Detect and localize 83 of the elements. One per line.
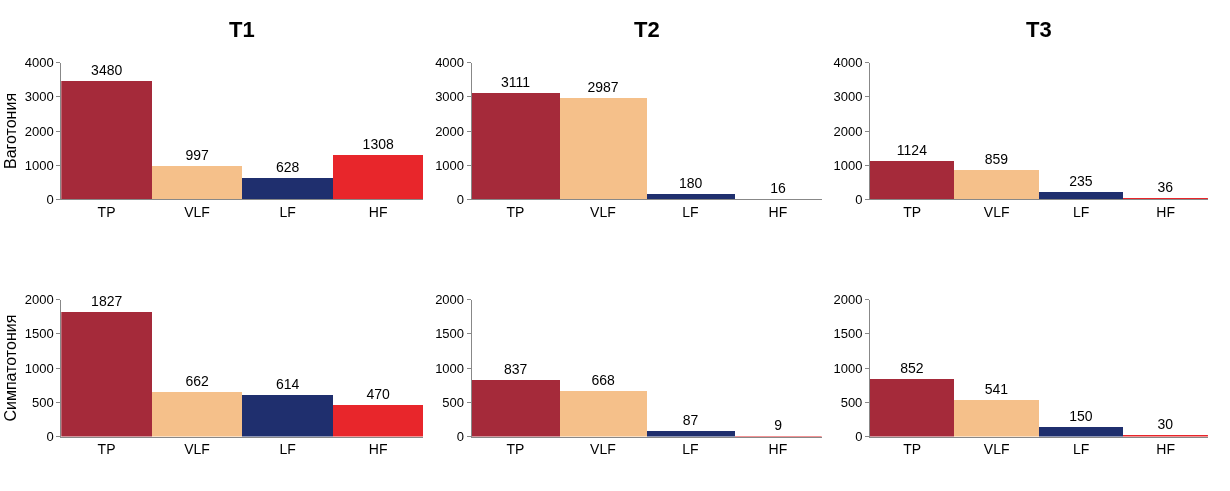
data-label: 150 (1069, 407, 1093, 424)
data-label: 614 (275, 375, 300, 392)
data-label: 470 (366, 385, 391, 402)
x-tick-label: VLF (184, 204, 210, 221)
x-tick-label: TP (506, 441, 525, 458)
data-label: 3480 (91, 61, 123, 78)
y-tick-label: 4000 (833, 55, 863, 71)
y-tick-label: 1000 (833, 360, 863, 376)
y-tick-label: 1500 (833, 326, 863, 342)
data-label: 235 (1069, 172, 1093, 189)
data-label: 87 (682, 411, 699, 428)
y-tick-label: 0 (456, 191, 465, 207)
data-label: 859 (984, 150, 1009, 167)
y-tick-label: 0 (46, 429, 54, 445)
data-label: 1124 (896, 141, 928, 158)
x-tick-label: HF (368, 204, 388, 221)
y-tick-label: 0 (46, 191, 54, 207)
data-label: 2987 (587, 78, 619, 95)
data-label: 16 (770, 179, 787, 196)
y-tick-label: 3000 (435, 89, 465, 105)
x-tick-label: HF (1156, 441, 1176, 458)
x-tick-label: LF (1073, 204, 1090, 221)
data-label: 9 (774, 416, 783, 433)
y-tick-label: 0 (855, 429, 863, 445)
data-label: 1308 (362, 135, 394, 152)
data-label: 30 (1157, 415, 1174, 432)
y-tick-label: 2000 (833, 292, 863, 308)
y-tick-label: 500 (840, 394, 863, 410)
y-tick-label: 500 (31, 394, 54, 410)
x-tick-label: TP (97, 204, 116, 221)
x-tick-label: HF (1156, 204, 1176, 221)
x-tick-label: TP (903, 441, 922, 458)
y-tick-label: 1500 (435, 326, 465, 342)
x-tick-label: LF (1073, 441, 1090, 458)
y-tick-label: 2000 (24, 123, 54, 139)
y-tick-label: 2000 (24, 292, 54, 308)
y-tick-label: 1000 (24, 157, 54, 173)
data-label: 662 (185, 372, 210, 389)
y-tick-label: 1000 (24, 360, 54, 376)
y-tick-label: 4000 (435, 55, 465, 71)
data-label: 541 (984, 380, 1009, 397)
data-label: 36 (1157, 178, 1174, 195)
data-label: 668 (591, 371, 615, 388)
x-tick-label: LF (279, 441, 296, 458)
y-tick-label: 4000 (24, 55, 54, 71)
data-label: 1827 (91, 292, 123, 309)
y-tick-label: 2000 (435, 292, 465, 308)
x-tick-label: TP (97, 441, 116, 458)
x-tick-label: VLF (983, 441, 1010, 458)
data-label: 997 (185, 146, 210, 163)
chart-title: T3 (1026, 17, 1052, 42)
x-tick-label: VLF (590, 441, 616, 458)
x-tick-label: HF (768, 204, 788, 221)
data-label: 180 (678, 174, 703, 191)
x-tick-label: HF (768, 441, 788, 458)
chart-title: T2 (634, 17, 660, 42)
y-axis-title: Ваготония (1, 92, 19, 170)
x-tick-label: TP (903, 204, 922, 221)
y-axis-title: Симпатотония (1, 314, 19, 422)
x-tick-label: VLF (590, 204, 616, 221)
y-tick-label: 1500 (24, 326, 54, 342)
y-tick-label: 1000 (435, 360, 465, 376)
y-tick-label: 1000 (435, 157, 465, 173)
y-tick-label: 3000 (833, 89, 863, 105)
x-tick-label: TP (506, 204, 525, 221)
y-tick-label: 2000 (435, 123, 465, 139)
y-tick-label: 2000 (833, 123, 863, 139)
data-label: 3111 (501, 73, 531, 90)
data-label: 628 (275, 158, 300, 175)
y-tick-label: 3000 (24, 89, 54, 105)
x-tick-label: LF (682, 204, 699, 221)
x-tick-label: HF (368, 441, 388, 458)
x-tick-label: LF (279, 204, 296, 221)
data-label: 837 (503, 360, 528, 377)
x-tick-label: VLF (184, 441, 210, 458)
y-tick-label: 0 (456, 429, 465, 445)
chart-title: T1 (229, 17, 255, 42)
x-tick-label: LF (682, 441, 699, 458)
data-label: 852 (900, 359, 924, 376)
x-tick-label: VLF (983, 204, 1010, 221)
y-tick-label: 1000 (833, 157, 863, 173)
y-tick-label: 500 (442, 394, 465, 410)
y-tick-label: 0 (855, 191, 863, 207)
